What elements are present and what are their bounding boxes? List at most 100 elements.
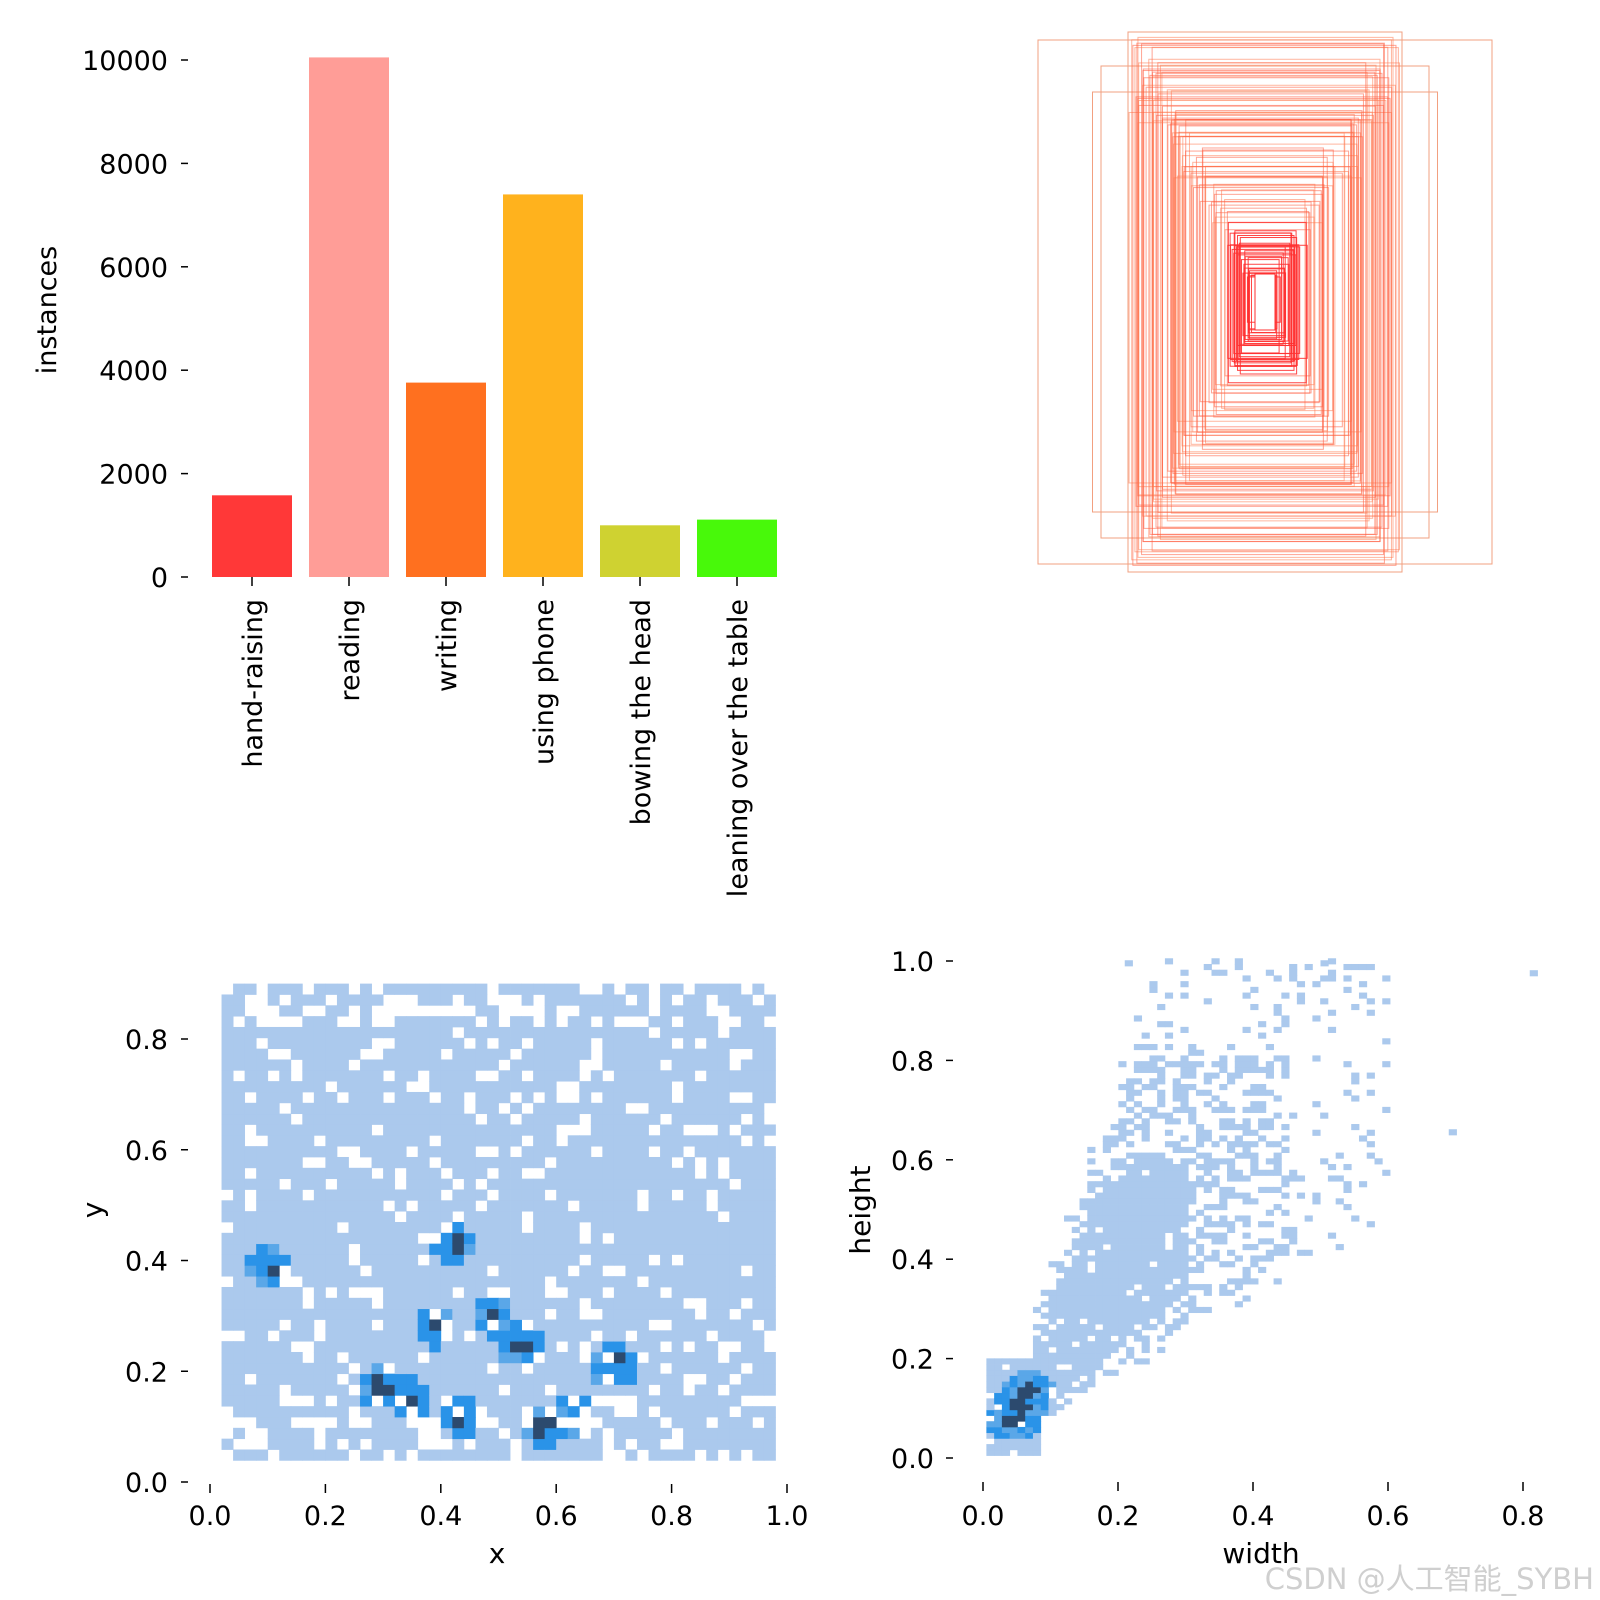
xy-heatmap-cell	[694, 1341, 707, 1353]
wh-heatmap-cell	[1172, 1209, 1181, 1216]
wh-heatmap-cell	[1141, 1346, 1150, 1354]
xy-heatmap-cell	[613, 1037, 626, 1050]
wh-heatmap-cell	[1250, 1061, 1259, 1068]
wh-heatmap-cell	[1079, 1352, 1088, 1359]
xy-heatmap-cell	[729, 1243, 742, 1255]
wh-heatmap-cell	[1071, 1278, 1080, 1285]
xy-heatmap-cell	[336, 1254, 349, 1266]
xy-heatmap-cell	[256, 1211, 269, 1223]
xy-heatmap-cell	[371, 1330, 384, 1342]
xy-heatmap-cell	[717, 1276, 730, 1288]
wh-heatmap-cell	[1172, 1232, 1181, 1239]
wh-heatmap-cell	[1172, 1141, 1181, 1148]
xy-heatmap-cell	[717, 1113, 730, 1125]
wh-heatmap-cell	[1304, 1215, 1313, 1222]
xy-heatmap-cell	[613, 1102, 626, 1115]
xy-heatmap-cell	[763, 1059, 776, 1071]
wh-heatmap-cell	[1242, 1152, 1251, 1159]
xy-heatmap-cell	[463, 1276, 476, 1288]
xy-heatmap-cell	[660, 1406, 672, 1418]
xy-heatmap-cell	[579, 1048, 592, 1060]
wh-heatmap-cell	[1281, 1061, 1290, 1068]
wh-heatmap-cell	[1203, 1101, 1212, 1108]
wh-heatmap-cell	[1149, 1226, 1158, 1234]
xy-heatmap-cell	[706, 1081, 719, 1093]
wh-heatmap-cell	[1009, 1421, 1018, 1428]
wh-heatmap-cell	[1358, 1135, 1368, 1142]
wh-heatmap-cell	[1095, 1232, 1104, 1239]
xy-heatmap-cell	[763, 1221, 776, 1234]
xy-heatmap-cell	[544, 1070, 557, 1082]
xy-heatmap-cell	[429, 1243, 442, 1255]
wh-heatmap-cell	[1126, 1278, 1135, 1285]
wh-heatmap-cell	[1164, 1043, 1174, 1051]
wh-heatmap-cell	[1102, 1346, 1111, 1354]
wh-heatmap-cell	[1164, 1175, 1174, 1182]
xy-heatmap-cell	[417, 1449, 430, 1461]
xy-heatmap-cell	[648, 1091, 661, 1104]
xy-heatmap-cell	[267, 1406, 280, 1418]
xy-heatmap-cell	[694, 1416, 707, 1429]
xy-heatmap-cell	[244, 1362, 257, 1375]
xy-heatmap-cell	[567, 1427, 580, 1440]
xy-heatmap-cell	[486, 1113, 499, 1125]
xy-heatmap-cell	[625, 1070, 638, 1082]
wh-heatmap-cell	[1009, 1358, 1018, 1365]
wh-heatmap-cell	[1102, 1215, 1111, 1222]
wh-heatmap-cell	[1242, 1118, 1251, 1125]
xy-heatmap-cell	[763, 1416, 776, 1429]
wh-heatmap-cell	[1001, 1381, 1011, 1388]
wh-heatmap-cell	[1149, 1186, 1158, 1194]
wh-heatmap-cell	[1118, 1186, 1127, 1194]
xy-heatmap-cell	[648, 1341, 661, 1353]
xy-heatmap-cell	[360, 1297, 372, 1310]
xy-heatmap-cell	[510, 1416, 522, 1429]
xy-heatmap-cell	[740, 1037, 753, 1050]
xy-heatmap-cell	[510, 1167, 522, 1180]
bbox-rect	[1141, 84, 1396, 517]
wh-heatmap-cell	[1157, 1295, 1166, 1302]
wh-heatmap-cell	[1351, 1078, 1360, 1085]
xy-heatmap-cell	[636, 1113, 649, 1125]
wh-heatmap-cell	[1172, 1215, 1181, 1222]
wh-heatmap-cell	[1195, 1226, 1205, 1234]
xy-heatmap-cell	[360, 1276, 372, 1288]
wh-heatmap-cell	[1250, 1278, 1259, 1285]
xy-heatmap-cell	[348, 1438, 361, 1450]
xy-heatmap-cell	[706, 1070, 719, 1082]
wh-heatmap-cell	[994, 1421, 1003, 1428]
xy-heatmap-cell	[717, 1200, 730, 1212]
xy-heatmap-cell	[544, 1221, 557, 1234]
wh-heatmap-cell	[1180, 981, 1189, 988]
xy-heatmap-cell	[394, 1232, 407, 1245]
xy-heatmap-cell	[590, 1286, 603, 1299]
wh-heatmap-cell	[1071, 1335, 1080, 1342]
xy-heatmap-cell	[683, 1200, 696, 1212]
xy-heatmap-cell	[556, 1026, 569, 1039]
xy-heatmap-cell	[463, 1189, 476, 1201]
xy-heatmap-cell	[475, 983, 488, 995]
xy-heatmap-cell	[740, 1243, 753, 1255]
xy-heatmap-cell	[429, 1221, 442, 1234]
width-height-heatmap: 0.0 0.2 0.4 0.6 0.80.00.20.40.60.81.0 width …	[844, 947, 1544, 1570]
xy-heatmap-cell	[636, 1416, 649, 1429]
wh-heatmap-cell	[1095, 1284, 1104, 1291]
xy-heatmap-cell	[406, 1037, 419, 1050]
xy-heatmap-cell	[348, 1341, 361, 1353]
xy-heatmap-cell	[440, 1406, 453, 1418]
xy-heatmap-cell	[590, 1102, 603, 1115]
wh-heatmap-cell	[1079, 1358, 1088, 1365]
xy-heatmap-cell	[463, 1200, 476, 1212]
wh-heatmap-cell	[1157, 1095, 1166, 1102]
xy-heatmap-cell	[486, 1124, 499, 1136]
wh-heatmap-cell	[1164, 1329, 1174, 1336]
xy-heatmap-cell	[383, 1286, 396, 1299]
xy-heatmap-cell	[717, 1178, 730, 1190]
wh-heatmap-cell	[1242, 1198, 1251, 1205]
xy-heatmap-cell	[556, 1102, 569, 1115]
xy-heatmap-cell	[279, 1037, 292, 1050]
wh-heatmap-cell	[1242, 1278, 1251, 1285]
wh-heatmap-cell	[1203, 1078, 1212, 1085]
wh-heatmap-cell	[1273, 1055, 1282, 1062]
